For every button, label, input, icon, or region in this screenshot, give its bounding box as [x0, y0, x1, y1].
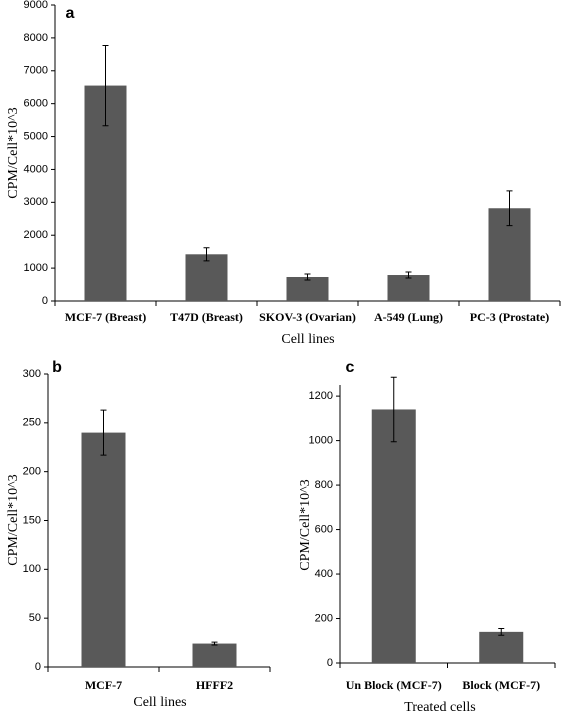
x-tick-label: MCF-7 (Breast) — [65, 310, 146, 324]
y-tick-label: 0 — [35, 661, 41, 673]
x-axis-label: Cell lines — [133, 695, 186, 710]
bar — [81, 432, 126, 667]
y-tick-label: 5000 — [24, 130, 48, 142]
error-bar — [203, 247, 210, 262]
y-tick-label: 250 — [23, 417, 41, 429]
y-tick-label: 50 — [29, 612, 41, 624]
y-axis-label: CPM/Cell*10^3 — [6, 474, 21, 565]
panel-label: c — [346, 359, 355, 376]
y-tick-label: 1000 — [24, 262, 48, 274]
panel-label: b — [52, 359, 62, 376]
y-tick-label: 9000 — [24, 0, 48, 11]
y-tick-label: 0 — [42, 295, 48, 307]
y-tick-label: 200 — [315, 612, 333, 624]
y-tick-label: 100 — [23, 563, 41, 575]
bar — [185, 254, 228, 301]
y-tick-label: 3000 — [24, 196, 48, 208]
bar — [192, 643, 237, 667]
y-tick-label: 1200 — [309, 390, 333, 402]
x-axis-label: Cell lines — [281, 332, 334, 347]
panel-label: a — [66, 5, 75, 22]
error-bar — [405, 271, 412, 279]
y-tick-label: 6000 — [24, 98, 48, 110]
x-axis-label: Treated cells — [404, 700, 475, 715]
x-tick-label: MCF-7 — [85, 678, 122, 692]
x-tick-label: T47D (Breast) — [170, 310, 243, 324]
y-tick-label: 8000 — [24, 32, 48, 44]
error-bar — [211, 641, 218, 646]
error-bar — [304, 273, 311, 281]
y-tick-label: 300 — [23, 368, 41, 380]
y-tick-label: 800 — [315, 479, 333, 491]
x-tick-label: Un Block (MCF-7) — [346, 678, 442, 692]
bar — [286, 276, 329, 301]
y-axis-label: CPM/Cell*10^3 — [6, 107, 21, 198]
error-bar — [102, 44, 109, 127]
y-tick-label: 2000 — [24, 229, 48, 241]
bar — [387, 275, 430, 301]
y-tick-label: 7000 — [24, 65, 48, 77]
y-tick-label: 200 — [23, 466, 41, 478]
y-tick-label: 4000 — [24, 163, 48, 175]
bar — [371, 409, 416, 663]
y-tick-label: 600 — [315, 523, 333, 535]
x-tick-label: HFFF2 — [196, 678, 233, 692]
y-tick-label: 1000 — [309, 435, 333, 447]
bar — [479, 631, 524, 663]
error-bar — [498, 628, 505, 636]
y-axis-label: CPM/Cell*10^3 — [298, 479, 313, 570]
y-tick-label: 150 — [23, 514, 41, 526]
error-bar — [100, 409, 107, 456]
x-tick-label: SKOV-3 (Ovarian) — [259, 310, 356, 324]
y-tick-label: 400 — [315, 568, 333, 580]
x-tick-label: PC-3 (Prostate) — [470, 310, 549, 324]
error-bar — [390, 376, 397, 443]
error-bar — [506, 190, 513, 227]
x-tick-label: A-549 (Lung) — [374, 310, 443, 324]
x-tick-label: Block (MCF-7) — [462, 678, 540, 692]
y-tick-label: 0 — [327, 657, 333, 669]
